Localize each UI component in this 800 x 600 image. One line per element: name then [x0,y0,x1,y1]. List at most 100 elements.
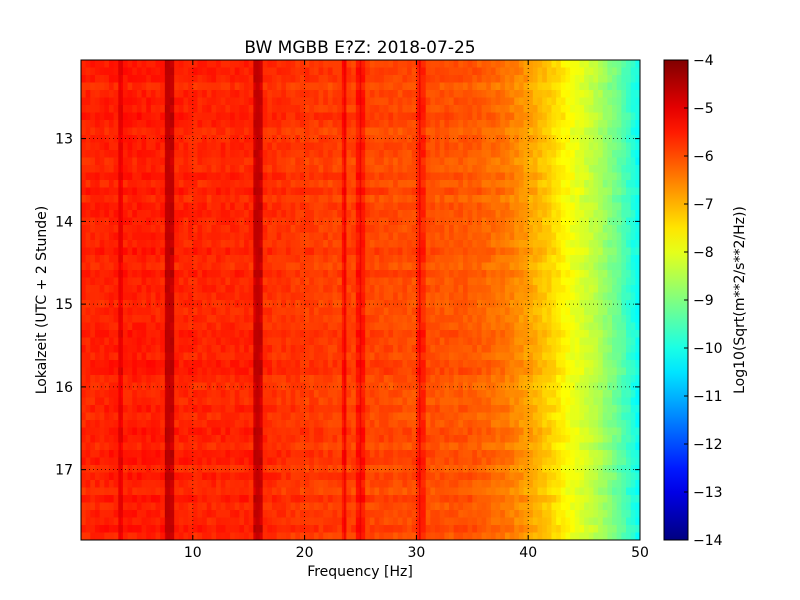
heatmap-cell [309,195,315,204]
heatmap-cell [225,75,231,84]
heatmap-cell [537,97,543,106]
heatmap-cell [574,315,581,324]
heatmap-cell [141,322,147,331]
heatmap-cell [248,97,254,106]
heatmap-cell [360,157,366,166]
heatmap-cell [616,232,622,241]
heatmap-cell [99,315,105,324]
heatmap-cell [309,330,315,339]
heatmap-cell [85,352,91,361]
heatmap-cell [462,255,469,264]
heatmap-cell [202,67,208,76]
heatmap-cell [509,127,515,136]
heatmap-cell [574,292,581,301]
heatmap-cell [290,120,296,129]
heatmap-cell [160,232,166,241]
heatmap-cell [397,202,404,211]
heatmap-cell [267,172,273,181]
heatmap-cell [113,135,119,144]
heatmap-cell [276,112,282,121]
heatmap-cell [188,187,194,196]
heatmap-cell [383,105,390,114]
heatmap-cell [220,157,227,166]
heatmap-cell [458,90,464,99]
heatmap-cell [430,150,436,159]
heatmap-cell [556,142,562,151]
heatmap-cell [178,165,185,174]
heatmap-cell [481,300,487,309]
heatmap-cell [579,345,585,354]
heatmap-cell [486,105,492,114]
heatmap-cell [141,307,147,316]
heatmap-cell [449,195,455,204]
heatmap-cell [262,360,268,369]
heatmap-cell [584,292,590,301]
heatmap-cell [607,337,613,346]
heatmap-cell [402,240,408,249]
heatmap-cell [271,270,278,279]
heatmap-cell [220,247,227,256]
heatmap-cell [579,240,585,249]
heatmap-cell [108,247,115,256]
heatmap-cell [160,240,166,249]
heatmap-cell [570,82,576,91]
heatmap-cell [160,195,166,204]
heatmap-cell [206,67,213,76]
heatmap-cell [299,97,306,106]
heatmap-cell [127,97,133,106]
heatmap-cell [155,345,161,354]
heatmap-cell [598,285,604,294]
heatmap-cell [271,142,278,151]
heatmap-cell [532,330,539,339]
heatmap-cell [285,202,292,211]
heatmap-cell [584,337,590,346]
heatmap-cell [369,165,376,174]
heatmap-cell [239,135,245,144]
heatmap-cell [514,247,520,256]
heatmap-cell [225,202,231,211]
heatmap-cell [309,360,315,369]
heatmap-cell [388,112,394,121]
heatmap-cell [593,300,599,309]
heatmap-cell [635,187,640,196]
heatmap-cell [216,277,222,286]
heatmap-cell [565,127,571,136]
heatmap-cell [574,67,581,76]
heatmap-cell [598,292,604,301]
heatmap-cell [276,97,282,106]
heatmap-cell [318,337,324,346]
heatmap-cell [318,90,324,99]
heatmap-cell [500,337,506,346]
heatmap-cell [560,255,567,264]
heatmap-cell [299,180,306,189]
heatmap-cell [626,120,632,129]
heatmap-cell [285,120,292,129]
heatmap-cell [626,255,632,264]
heatmap-cell [188,157,194,166]
heatmap-cell [122,112,129,121]
heatmap-cell [239,240,245,249]
heatmap-cell [504,157,511,166]
heatmap-cell [435,157,441,166]
heatmap-cell [299,112,306,121]
heatmap-cell [532,150,539,159]
heatmap-cell [453,135,459,144]
heatmap-cell [430,135,436,144]
heatmap-cell [421,127,427,136]
heatmap-cell [444,217,450,226]
heatmap-cell [239,330,245,339]
heatmap-cell [602,345,608,354]
heatmap-cell [579,195,585,204]
heatmap-cell [281,210,287,219]
heatmap-cell [85,202,91,211]
heatmap-cell [560,262,567,271]
heatmap-cell [346,367,352,376]
heatmap-cell [285,255,292,264]
heatmap-cell [490,255,497,264]
heatmap-cell [313,315,320,324]
heatmap-cell [258,150,264,159]
heatmap-cell [369,285,376,294]
heatmap-cell [192,262,199,271]
heatmap-cell [309,240,315,249]
heatmap-cell [630,285,636,294]
